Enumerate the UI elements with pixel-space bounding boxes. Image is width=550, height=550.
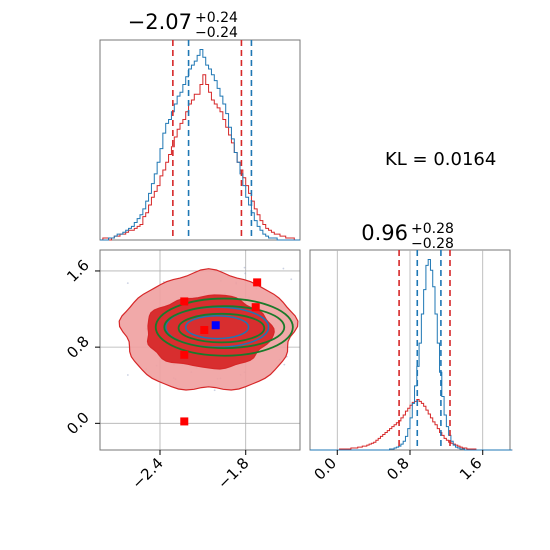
- panel-joint-y-ticks: 0.0 0.8 1.6: [63, 256, 100, 438]
- panel-hist-y-title-sup: +0.28: [411, 221, 454, 237]
- joint-sample-dot: [283, 363, 286, 366]
- hist-y-xtick-label-0: 0.0: [311, 454, 341, 484]
- panel-hist-x-frame: [99, 39, 301, 241]
- panel-hist-y-steps: [310, 259, 513, 451]
- panel-hist-x-title-sup: +0.24: [195, 10, 238, 26]
- joint-green-ellipse-0: [163, 305, 286, 349]
- joint-sample-dot: [282, 267, 285, 270]
- joint-sample-dot: [185, 236, 187, 238]
- joint-red-marker-0: [253, 278, 262, 287]
- joint-sample-dot: [126, 282, 129, 284]
- joint-sample-dot: [290, 278, 293, 281]
- joint-sample-dot: [213, 389, 216, 392]
- panel-hist-y-grid: [336, 250, 484, 450]
- joint-xtick-label-1: −1.8: [214, 454, 252, 492]
- hist-y-hist-red: [310, 398, 513, 451]
- hist-y-xtick-label-1: 0.8: [383, 454, 413, 484]
- joint-red-marker-5: [251, 303, 260, 312]
- panel-joint-markers: [180, 278, 262, 426]
- joint-sample-dot: [244, 272, 247, 275]
- panel-hist-x-title-sub: −0.24: [195, 25, 238, 41]
- joint-blue-marker-0: [211, 321, 220, 330]
- joint-sample-dot: [126, 374, 129, 376]
- joint-sample-dot: [243, 266, 246, 269]
- hist-x-hist-red: [100, 74, 300, 241]
- joint-blue-ellipse-1: [184, 314, 250, 340]
- joint-green-ellipse-1: [154, 297, 294, 357]
- joint-ytick-label-0: 0.0: [63, 409, 93, 439]
- panel-joint-contours: [118, 268, 299, 391]
- joint-red-marker-4: [180, 350, 189, 359]
- joint-sample-dot: [119, 248, 121, 250]
- panel-joint: −2.4 −1.8 0.0 0.8 1.6: [63, 236, 376, 493]
- hist-y-xtick-label-2: 1.6: [456, 454, 486, 484]
- joint-sample-dot: [374, 320, 376, 322]
- panel-hist-x: −2.07 +0.24 −0.24: [99, 10, 301, 241]
- joint-sample-dot: [313, 293, 315, 295]
- panel-hist-y-title-sub: −0.28: [411, 236, 454, 252]
- joint-sample-dot: [305, 328, 307, 330]
- hist-x-hist-blue: [100, 49, 300, 241]
- panel-hist-y: 0.0 0.8 1.6 0.96 +0.28 −0.28: [309, 221, 513, 484]
- hist-y-hist-blue: [310, 259, 513, 451]
- kl-annotation: KL = 0.0164: [385, 149, 496, 170]
- joint-red-marker-1: [180, 417, 189, 426]
- joint-ytick-label-2: 1.6: [63, 256, 93, 286]
- panel-joint-x-ticks: −2.4 −1.8: [128, 450, 253, 493]
- joint-xtick-label-0: −2.4: [128, 454, 166, 492]
- panel-hist-x-steps: [100, 49, 300, 241]
- panel-hist-x-title: −2.07: [128, 10, 192, 34]
- panel-hist-y-title: 0.96: [361, 221, 408, 245]
- joint-sample-dot: [307, 374, 309, 376]
- joint-red-marker-3: [200, 326, 209, 334]
- panel-hist-y-quantile-lines: [398, 250, 451, 450]
- panel-joint-frame: [99, 249, 301, 451]
- panel-hist-y-x-ticks: 0.0 0.8 1.6: [311, 450, 486, 484]
- joint-red-marker-2: [180, 297, 189, 306]
- joint-green-ellipse-2: [177, 312, 266, 344]
- panel-hist-x-quantile-lines: [172, 40, 253, 240]
- joint-ytick-label-1: 0.8: [63, 332, 93, 362]
